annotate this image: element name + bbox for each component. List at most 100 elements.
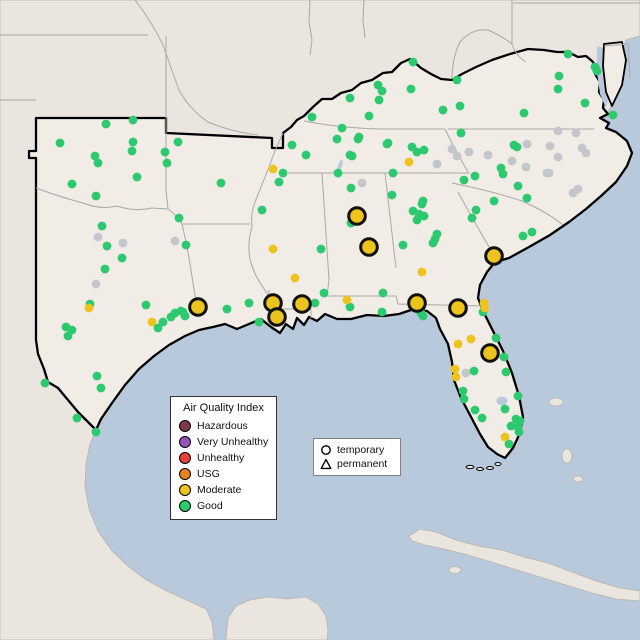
marker-temporary-moderate[interactable] — [292, 294, 312, 314]
marker-permanent-moderate[interactable] — [451, 372, 461, 382]
marker-permanent-good[interactable] — [412, 147, 422, 157]
marker-permanent-good[interactable] — [418, 196, 428, 206]
marker-permanent-good[interactable] — [514, 427, 524, 437]
marker-permanent-good[interactable] — [332, 134, 342, 144]
marker-permanent-good[interactable] — [470, 405, 480, 415]
marker-permanent-good[interactable] — [96, 383, 106, 393]
marker-permanent-moderate[interactable] — [450, 364, 460, 374]
marker-permanent-good[interactable] — [100, 264, 110, 274]
marker-permanent-good[interactable] — [419, 145, 429, 155]
marker-permanent-good[interactable] — [173, 137, 183, 147]
marker-temporary-moderate[interactable] — [359, 237, 379, 257]
marker-permanent-good[interactable] — [467, 213, 477, 223]
marker-permanent-good[interactable] — [471, 205, 481, 215]
marker-permanent-no-data[interactable] — [507, 156, 517, 166]
marker-permanent-good[interactable] — [499, 352, 509, 362]
marker-permanent-good[interactable] — [513, 181, 523, 191]
marker-permanent-no-data[interactable] — [447, 144, 457, 154]
marker-permanent-good[interactable] — [72, 413, 82, 423]
marker-permanent-good[interactable] — [500, 404, 510, 414]
marker-permanent-no-data[interactable] — [544, 168, 554, 178]
marker-permanent-good[interactable] — [337, 123, 347, 133]
marker-permanent-good[interactable] — [128, 115, 138, 125]
marker-permanent-moderate[interactable] — [417, 267, 427, 277]
marker-permanent-good[interactable] — [345, 302, 355, 312]
marker-permanent-good[interactable] — [91, 191, 101, 201]
marker-permanent-no-data[interactable] — [483, 150, 493, 160]
marker-permanent-good[interactable] — [501, 367, 511, 377]
marker-permanent-no-data[interactable] — [357, 178, 367, 188]
marker-temporary-moderate[interactable] — [448, 298, 468, 318]
marker-permanent-good[interactable] — [67, 179, 77, 189]
marker-temporary-moderate[interactable] — [484, 246, 504, 266]
marker-permanent-no-data[interactable] — [91, 279, 101, 289]
marker-permanent-good[interactable] — [345, 93, 355, 103]
marker-permanent-good[interactable] — [364, 111, 374, 121]
marker-permanent-good[interactable] — [216, 178, 226, 188]
marker-permanent-good[interactable] — [504, 439, 514, 449]
marker-permanent-good[interactable] — [128, 137, 138, 147]
marker-permanent-good[interactable] — [153, 323, 163, 333]
marker-permanent-good[interactable] — [387, 190, 397, 200]
marker-permanent-good[interactable] — [63, 331, 73, 341]
marker-permanent-good[interactable] — [374, 95, 384, 105]
marker-permanent-no-data[interactable] — [573, 184, 583, 194]
marker-permanent-good[interactable] — [117, 253, 127, 263]
marker-temporary-moderate[interactable] — [347, 206, 367, 226]
marker-permanent-good[interactable] — [608, 110, 618, 120]
marker-permanent-good[interactable] — [580, 98, 590, 108]
marker-permanent-no-data[interactable] — [461, 368, 471, 378]
marker-permanent-good[interactable] — [592, 66, 602, 76]
marker-permanent-good[interactable] — [90, 151, 100, 161]
marker-permanent-moderate[interactable] — [466, 334, 476, 344]
marker-permanent-good[interactable] — [470, 171, 480, 181]
marker-permanent-good[interactable] — [101, 119, 111, 129]
marker-permanent-good[interactable] — [307, 112, 317, 122]
marker-permanent-moderate[interactable] — [268, 244, 278, 254]
marker-permanent-good[interactable] — [456, 128, 466, 138]
marker-permanent-good[interactable] — [378, 288, 388, 298]
marker-permanent-good[interactable] — [518, 231, 528, 241]
marker-permanent-good[interactable] — [40, 378, 50, 388]
marker-permanent-no-data[interactable] — [93, 232, 103, 242]
marker-permanent-good[interactable] — [398, 240, 408, 250]
marker-permanent-moderate[interactable] — [342, 295, 352, 305]
marker-permanent-no-data[interactable] — [581, 148, 591, 158]
marker-permanent-good[interactable] — [553, 84, 563, 94]
marker-permanent-good[interactable] — [459, 394, 469, 404]
marker-permanent-no-data[interactable] — [452, 151, 462, 161]
marker-permanent-good[interactable] — [222, 304, 232, 314]
marker-permanent-good[interactable] — [254, 317, 264, 327]
marker-permanent-good[interactable] — [512, 142, 522, 152]
marker-temporary-moderate[interactable] — [188, 297, 208, 317]
marker-permanent-good[interactable] — [301, 150, 311, 160]
marker-permanent-good[interactable] — [491, 333, 501, 343]
marker-temporary-moderate[interactable] — [407, 293, 427, 313]
marker-permanent-good[interactable] — [469, 366, 479, 376]
marker-permanent-good[interactable] — [388, 168, 398, 178]
marker-permanent-good[interactable] — [287, 140, 297, 150]
marker-permanent-good[interactable] — [527, 227, 537, 237]
marker-permanent-good[interactable] — [563, 49, 573, 59]
marker-permanent-good[interactable] — [93, 158, 103, 168]
marker-permanent-good[interactable] — [522, 193, 532, 203]
marker-permanent-good[interactable] — [419, 211, 429, 221]
marker-permanent-good[interactable] — [141, 300, 151, 310]
marker-permanent-good[interactable] — [498, 169, 508, 179]
marker-permanent-good[interactable] — [158, 317, 168, 327]
marker-permanent-good[interactable] — [346, 183, 356, 193]
marker-permanent-no-data[interactable] — [571, 128, 581, 138]
marker-temporary-moderate[interactable] — [480, 343, 500, 363]
marker-permanent-good[interactable] — [127, 146, 137, 156]
marker-permanent-good[interactable] — [377, 307, 387, 317]
marker-permanent-moderate[interactable] — [84, 303, 94, 313]
marker-permanent-no-data[interactable] — [522, 139, 532, 149]
marker-permanent-good[interactable] — [382, 139, 392, 149]
marker-permanent-good[interactable] — [174, 213, 184, 223]
marker-permanent-good[interactable] — [477, 413, 487, 423]
marker-permanent-moderate[interactable] — [147, 317, 157, 327]
marker-permanent-good[interactable] — [132, 172, 142, 182]
marker-permanent-no-data[interactable] — [432, 159, 442, 169]
marker-permanent-moderate[interactable] — [480, 303, 490, 313]
marker-permanent-good[interactable] — [506, 421, 516, 431]
